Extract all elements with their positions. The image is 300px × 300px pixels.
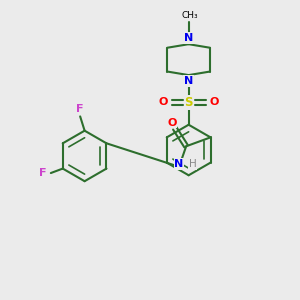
Text: CH₃: CH₃ — [182, 11, 198, 20]
Text: N: N — [174, 159, 184, 169]
Text: O: O — [158, 98, 167, 107]
Text: O: O — [167, 118, 177, 128]
Text: F: F — [39, 168, 46, 178]
Text: H: H — [189, 159, 196, 169]
Text: N: N — [184, 33, 193, 43]
Text: N: N — [184, 76, 193, 86]
Text: O: O — [210, 98, 219, 107]
Text: F: F — [76, 104, 84, 114]
Text: S: S — [184, 96, 193, 109]
